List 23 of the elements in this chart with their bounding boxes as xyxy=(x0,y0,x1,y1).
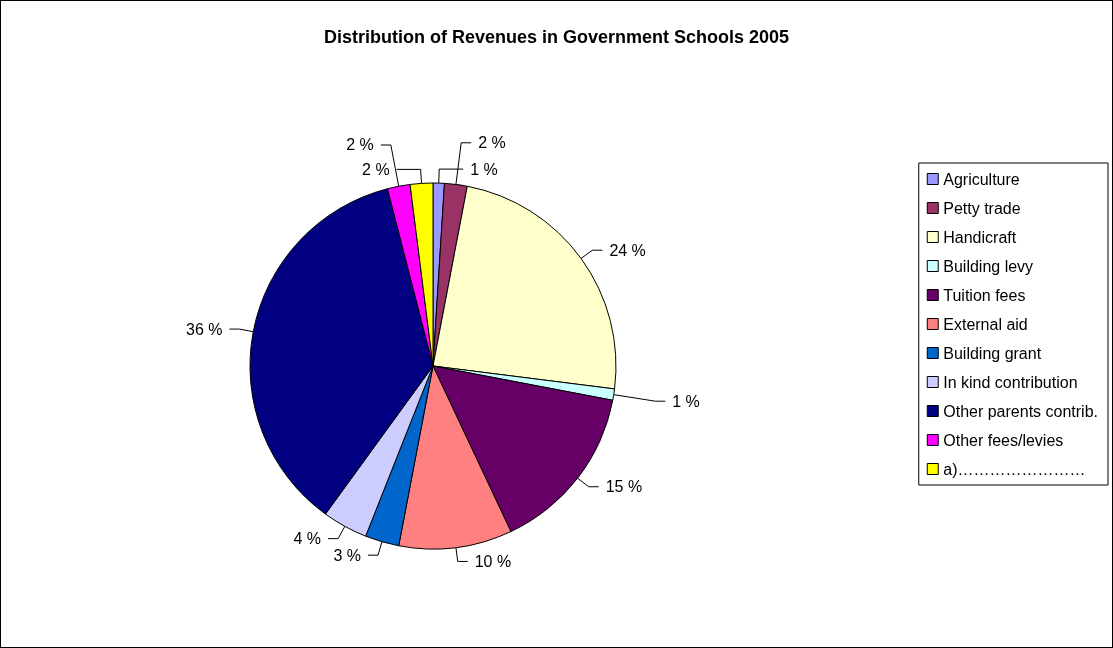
data-label: 2 % xyxy=(362,160,390,178)
data-label: 1 % xyxy=(672,392,700,410)
data-label: 1 % xyxy=(470,160,498,178)
data-label: 2 % xyxy=(478,134,506,152)
chart-title: Distribution of Revenues in Government Schools 2005 xyxy=(323,27,790,47)
data-label: 4 % xyxy=(293,530,322,548)
legend-label: Building levy xyxy=(943,257,1034,275)
legend-label: Handicraft xyxy=(943,228,1017,246)
legend-label: External aid xyxy=(943,315,1028,333)
legend-label: Other parents contrib. xyxy=(943,402,1099,420)
legend-label: Other fees/levies xyxy=(943,431,1064,449)
legend-label: Tuition fees xyxy=(943,286,1026,304)
data-label: 24 % xyxy=(609,241,646,259)
legend-label: Building grant xyxy=(943,344,1042,362)
data-label: 3 % xyxy=(333,546,362,564)
legend-label: In kind contribution xyxy=(943,373,1078,391)
data-label: 10 % xyxy=(474,552,512,570)
legend-label: Agriculture xyxy=(943,170,1020,188)
data-label: 2 % xyxy=(346,136,374,154)
data-label: 36 % xyxy=(186,320,223,338)
data-label: 15 % xyxy=(605,478,643,496)
legend-label: a)…………………… xyxy=(943,460,1086,478)
legend-label: Petty trade xyxy=(943,199,1021,217)
